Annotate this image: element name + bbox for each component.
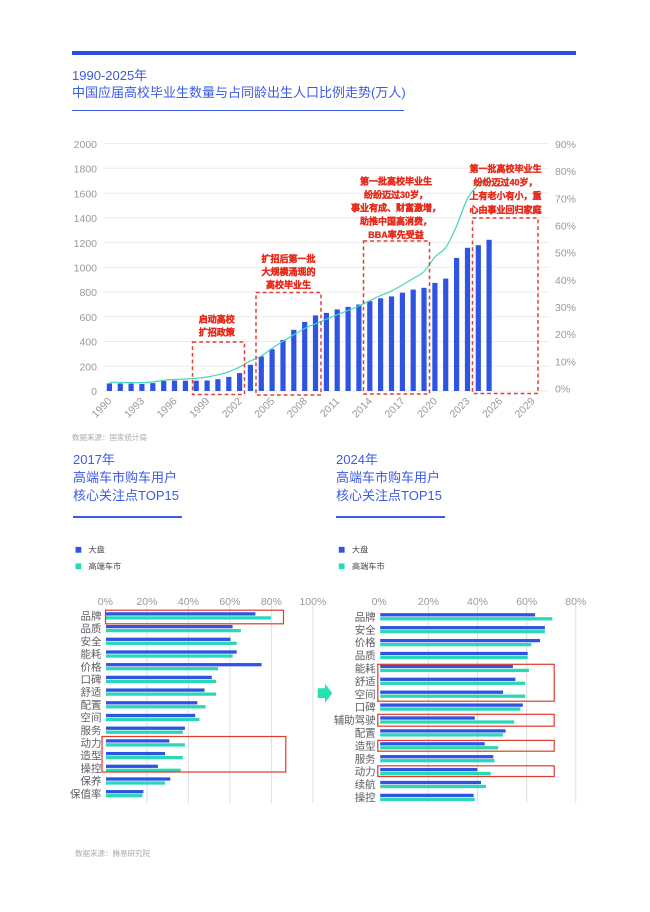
svg-text:事业有成、财富激增，: 事业有成、财富激增， bbox=[351, 202, 441, 213]
svg-text:大盘: 大盘 bbox=[352, 545, 368, 555]
svg-text:助推中国高消费，: 助推中国高消费， bbox=[360, 216, 432, 227]
svg-text:2026: 2026 bbox=[480, 395, 505, 420]
svg-text:舒适: 舒适 bbox=[81, 686, 102, 699]
svg-text:安全: 安全 bbox=[355, 623, 376, 636]
svg-text:2017: 2017 bbox=[383, 395, 408, 420]
svg-text:40%: 40% bbox=[178, 596, 199, 608]
svg-text:BBA率先受益: BBA率先受益 bbox=[368, 229, 424, 240]
svg-text:2023: 2023 bbox=[448, 395, 473, 420]
svg-text:大盘: 大盘 bbox=[88, 545, 104, 555]
svg-text:100%: 100% bbox=[299, 596, 326, 608]
svg-text:2002: 2002 bbox=[220, 395, 245, 420]
svg-text:1000: 1000 bbox=[74, 263, 98, 275]
svg-text:能耗: 能耗 bbox=[355, 662, 376, 675]
svg-text:40%: 40% bbox=[555, 275, 576, 287]
svg-text:2029: 2029 bbox=[513, 395, 538, 420]
svg-text:1800: 1800 bbox=[74, 164, 98, 176]
svg-text:0%: 0% bbox=[372, 596, 387, 608]
svg-text:80%: 80% bbox=[555, 166, 576, 178]
svg-text:200: 200 bbox=[79, 362, 97, 374]
svg-text:品质: 品质 bbox=[355, 650, 376, 662]
svg-text:造型: 造型 bbox=[81, 749, 102, 762]
svg-text:扩招后第一批: 扩招后第一批 bbox=[261, 253, 315, 264]
svg-text:60%: 60% bbox=[516, 596, 537, 608]
svg-text:70%: 70% bbox=[555, 193, 576, 205]
svg-text:2000: 2000 bbox=[74, 139, 98, 151]
svg-text:第一批高校毕业生: 第一批高校毕业生 bbox=[469, 163, 541, 174]
svg-text:600: 600 bbox=[79, 312, 97, 324]
svg-text:60%: 60% bbox=[555, 221, 576, 233]
svg-text:高端车市: 高端车市 bbox=[88, 561, 121, 571]
svg-text:大规模涌现的: 大规模涌现的 bbox=[261, 266, 315, 277]
svg-text:心由事业回归家庭: 心由事业回归家庭 bbox=[469, 204, 542, 215]
svg-text:操控: 操控 bbox=[81, 762, 102, 775]
svg-text:1990: 1990 bbox=[90, 395, 115, 420]
svg-text:纷纷迈过40岁，: 纷纷迈过40岁， bbox=[473, 177, 537, 188]
svg-text:0%: 0% bbox=[555, 384, 570, 396]
svg-text:1993: 1993 bbox=[122, 395, 147, 420]
svg-text:1400: 1400 bbox=[74, 213, 98, 225]
svg-text:高校毕业生: 高校毕业生 bbox=[266, 279, 311, 290]
svg-text:2011: 2011 bbox=[318, 395, 343, 420]
svg-text:空间: 空间 bbox=[81, 711, 102, 724]
svg-text:舒适: 舒适 bbox=[355, 675, 376, 688]
svg-text:配置: 配置 bbox=[81, 699, 102, 711]
svg-text:口碑: 口碑 bbox=[355, 701, 376, 714]
svg-text:续航: 续航 bbox=[355, 778, 376, 791]
svg-text:1200: 1200 bbox=[74, 238, 98, 250]
svg-text:服务: 服务 bbox=[355, 752, 376, 765]
svg-text:操控: 操控 bbox=[355, 791, 376, 804]
svg-text:20%: 20% bbox=[555, 329, 576, 341]
svg-text:造型: 造型 bbox=[355, 739, 376, 752]
svg-text:40%: 40% bbox=[467, 596, 488, 608]
svg-text:2008: 2008 bbox=[285, 395, 310, 420]
svg-text:空间: 空间 bbox=[355, 688, 376, 701]
svg-text:辅助驾驶: 辅助驾驶 bbox=[334, 714, 376, 727]
svg-text:0%: 0% bbox=[98, 596, 113, 608]
svg-text:2020: 2020 bbox=[415, 395, 440, 420]
svg-text:80%: 80% bbox=[261, 596, 282, 608]
svg-text:安全: 安全 bbox=[81, 635, 102, 648]
svg-text:动力: 动力 bbox=[81, 737, 102, 750]
svg-text:保值率: 保值率 bbox=[70, 787, 102, 800]
svg-text:扩招政策: 扩招政策 bbox=[199, 326, 236, 337]
svg-text:50%: 50% bbox=[555, 248, 576, 260]
svg-text:能耗: 能耗 bbox=[81, 648, 102, 661]
svg-text:0: 0 bbox=[91, 386, 97, 398]
svg-text:配置: 配置 bbox=[355, 728, 376, 740]
svg-text:30%: 30% bbox=[555, 302, 576, 314]
svg-text:纷纷迈过30岁，: 纷纷迈过30岁， bbox=[364, 189, 428, 200]
svg-text:1996: 1996 bbox=[155, 395, 180, 420]
svg-text:10%: 10% bbox=[555, 356, 576, 368]
svg-text:80%: 80% bbox=[565, 596, 586, 608]
svg-text:价格: 价格 bbox=[81, 660, 102, 673]
svg-text:800: 800 bbox=[79, 287, 97, 299]
svg-text:上有老小有小，重: 上有老小有小，重 bbox=[469, 190, 541, 201]
svg-text:2014: 2014 bbox=[350, 395, 375, 420]
svg-text:90%: 90% bbox=[555, 139, 576, 151]
svg-text:高端车市: 高端车市 bbox=[352, 561, 385, 571]
svg-text:2005: 2005 bbox=[252, 395, 277, 420]
svg-text:20%: 20% bbox=[136, 596, 157, 608]
svg-text:启动高校: 启动高校 bbox=[199, 313, 236, 324]
svg-text:品质: 品质 bbox=[81, 623, 102, 635]
svg-text:第一批高校毕业生: 第一批高校毕业生 bbox=[360, 175, 432, 186]
svg-text:1600: 1600 bbox=[74, 188, 98, 200]
svg-text:品牌: 品牌 bbox=[81, 610, 102, 623]
svg-text:动力: 动力 bbox=[355, 765, 376, 778]
svg-text:保养: 保养 bbox=[81, 775, 102, 788]
svg-text:价格: 价格 bbox=[355, 636, 376, 649]
svg-text:品牌: 品牌 bbox=[355, 610, 376, 623]
svg-text:400: 400 bbox=[79, 337, 97, 349]
svg-text:60%: 60% bbox=[219, 596, 240, 608]
svg-text:1999: 1999 bbox=[187, 395, 212, 420]
svg-text:口碑: 口碑 bbox=[81, 673, 102, 686]
svg-text:服务: 服务 bbox=[81, 724, 102, 737]
svg-text:20%: 20% bbox=[418, 596, 439, 608]
